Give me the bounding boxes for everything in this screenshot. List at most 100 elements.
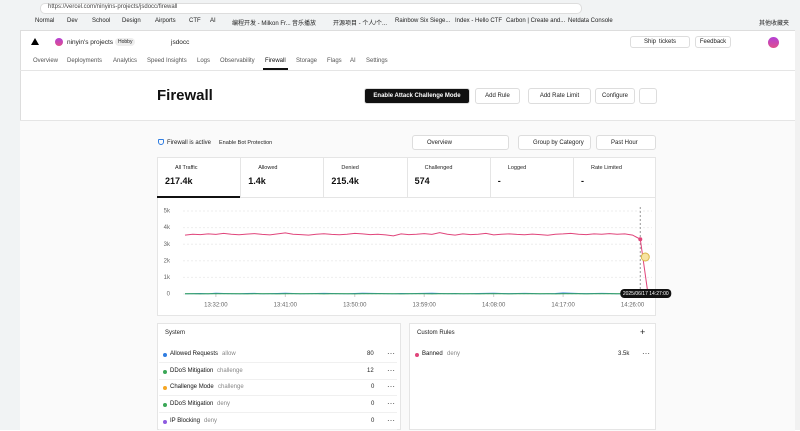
bookmark[interactable]: Dev xyxy=(67,18,78,24)
bookmark[interactable]: Airports xyxy=(155,18,176,24)
metric-value: 1.4k xyxy=(248,176,266,186)
metric-value: - xyxy=(498,176,501,186)
metric-divider xyxy=(323,157,324,198)
y-tick-label: 3k xyxy=(164,242,171,248)
x-tick-label: 13:41:00 xyxy=(274,303,298,309)
metric-value: 217.4k xyxy=(165,176,193,186)
status-dot xyxy=(163,353,167,357)
filter-select[interactable]: Past Hour xyxy=(596,135,656,150)
metric-label[interactable]: Logged xyxy=(508,165,526,171)
nav-tab[interactable]: AI xyxy=(350,58,356,64)
nav-tab[interactable]: Logs xyxy=(197,58,210,64)
nav-tab[interactable]: Firewall xyxy=(265,58,286,64)
nav-tab[interactable]: Observability xyxy=(220,58,255,64)
rule-count: 0 xyxy=(371,418,374,424)
y-tick-label: 1k xyxy=(164,275,171,281)
x-tick-label: 13:32:00 xyxy=(204,303,228,309)
rule-action: deny xyxy=(447,351,460,357)
nav-tab[interactable]: Settings xyxy=(366,58,388,64)
bookmark[interactable]: CTF xyxy=(189,18,201,24)
action-button[interactable]: Add Rate Limit xyxy=(528,88,591,104)
rule-name[interactable]: DDoS Mitigation xyxy=(170,368,213,374)
bookmark[interactable]: AI xyxy=(210,18,216,24)
rule-count: 0 xyxy=(371,384,374,390)
row-menu[interactable]: ⋯ xyxy=(387,382,395,391)
row-menu[interactable]: ⋯ xyxy=(387,416,395,425)
row-divider xyxy=(159,395,397,396)
row-menu[interactable]: ⋯ xyxy=(642,349,650,358)
x-tick-label: 14:17:00 xyxy=(551,303,575,309)
metric-divider xyxy=(573,157,574,198)
metric-label[interactable]: Allowed xyxy=(258,165,277,171)
more-button[interactable] xyxy=(639,88,657,104)
action-button[interactable]: Enable Attack Challenge Mode xyxy=(364,88,470,104)
metric-label[interactable]: Challenged xyxy=(425,165,453,171)
bookmark[interactable]: Design xyxy=(122,18,141,24)
bookmark[interactable]: 开源项目 - 个人/个... xyxy=(333,18,387,27)
rule-count: 0 xyxy=(371,401,374,407)
bookmark[interactable]: Rainbow Six Siege... xyxy=(395,18,450,24)
nav-tab[interactable]: Overview xyxy=(33,58,58,64)
hover-icon xyxy=(641,253,649,261)
metric-divider xyxy=(240,157,241,198)
nav-tab[interactable]: Storage xyxy=(296,58,317,64)
row-divider xyxy=(159,379,397,380)
action-button[interactable]: Configure xyxy=(595,88,635,104)
rule-action: deny xyxy=(217,401,230,407)
bookmark[interactable]: 编程开发 - Milkon Fr... xyxy=(232,18,291,27)
bookmark[interactable]: School xyxy=(92,18,110,24)
status-dot xyxy=(415,353,419,357)
bookmark[interactable]: Carbon | Create and... xyxy=(506,18,565,24)
rule-name[interactable]: DDoS Mitigation xyxy=(170,401,213,407)
rule-action: challenge xyxy=(218,384,244,390)
bookmark[interactable]: Netdata Console xyxy=(568,18,613,24)
metric-value: 574 xyxy=(415,176,430,186)
action-button[interactable]: Add Rule xyxy=(475,88,520,104)
rule-count: 12 xyxy=(367,368,374,374)
metric-value: - xyxy=(581,176,584,186)
status-dot xyxy=(163,420,167,424)
x-tick-label: 13:50:00 xyxy=(343,303,367,309)
y-tick-label: 0 xyxy=(167,292,171,298)
row-divider xyxy=(159,362,397,363)
metric-label[interactable]: All Traffic xyxy=(175,165,198,171)
x-tick-label: 14:08:00 xyxy=(482,303,506,309)
row-menu[interactable]: ⋯ xyxy=(387,349,395,358)
nav-tab[interactable]: Speed Insights xyxy=(147,58,187,64)
metric-value: 215.4k xyxy=(331,176,359,186)
hover-point xyxy=(638,237,642,241)
metric-label[interactable]: Denied xyxy=(341,165,358,171)
rule-count: 3.5k xyxy=(618,351,629,357)
bookmark[interactable]: Normal xyxy=(35,18,54,24)
filter-select[interactable]: Overview xyxy=(412,135,509,150)
active-tab-underline xyxy=(263,68,288,70)
metric-label[interactable]: Rate Limited xyxy=(591,165,622,171)
filter-select[interactable]: Group by Category xyxy=(518,135,591,150)
x-tick-label: 14:26:00 xyxy=(621,303,645,309)
tooltip: 2025/06/17 14:27:00 xyxy=(623,291,669,297)
rule-name[interactable]: Banned xyxy=(422,351,443,357)
bookmark[interactable]: Index - Hello CTF xyxy=(455,18,502,24)
rule-action: allow xyxy=(222,351,236,357)
rule-action: challenge xyxy=(217,368,243,374)
rule-name[interactable]: IP Blocking xyxy=(170,418,200,424)
x-tick-label: 13:59:00 xyxy=(413,303,437,309)
nav-tab[interactable]: Flags xyxy=(327,58,342,64)
row-menu[interactable]: ⋯ xyxy=(387,366,395,375)
y-tick-label: 4k xyxy=(164,225,171,231)
y-tick-label: 2k xyxy=(164,258,171,264)
nav-tab[interactable]: Deployments xyxy=(67,58,102,64)
status-dot xyxy=(163,370,167,374)
row-menu[interactable]: ⋯ xyxy=(387,399,395,408)
bookmark[interactable]: 音乐播放 xyxy=(292,18,316,27)
rule-count: 80 xyxy=(367,351,374,357)
rule-action: deny xyxy=(204,418,217,424)
row-divider xyxy=(159,412,397,413)
rule-name[interactable]: Allowed Requests xyxy=(170,351,218,357)
series-line xyxy=(185,233,648,294)
nav-tab[interactable]: Analytics xyxy=(113,58,137,64)
rule-name[interactable]: Challenge Mode xyxy=(170,384,214,390)
y-tick-label: 5k xyxy=(164,209,171,215)
